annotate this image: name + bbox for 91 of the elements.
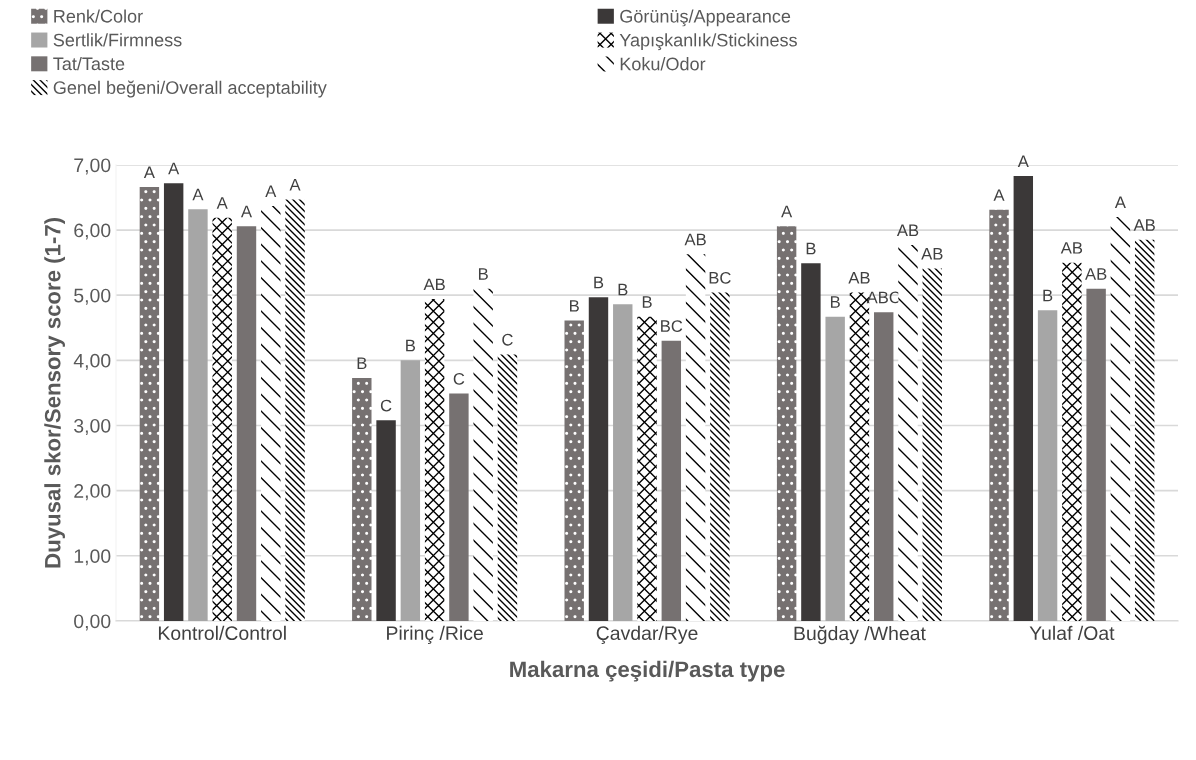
x-tick-label: Çavdar/Rye <box>596 625 698 644</box>
bar <box>497 354 518 621</box>
legend-label: Genel beğeni/Overall acceptability <box>53 80 327 98</box>
data-label: AB <box>896 224 919 237</box>
data-label: B <box>806 242 816 255</box>
bar <box>685 254 706 621</box>
data-label: B <box>1043 289 1053 302</box>
data-label: C <box>453 372 465 385</box>
bar <box>1037 310 1058 621</box>
legend-label: Renk/Color <box>54 9 143 23</box>
data-label: BC <box>661 320 683 332</box>
bar <box>898 245 918 621</box>
bar <box>376 420 396 621</box>
data-label: C <box>380 399 392 412</box>
y-tick-label: 7,00 <box>74 158 111 175</box>
bar <box>588 297 609 621</box>
data-label: B <box>594 276 604 289</box>
bar <box>1013 175 1034 621</box>
bar <box>261 205 281 621</box>
data-label: AB <box>423 278 445 291</box>
y-tick-label: 4,00 <box>73 353 111 370</box>
data-label: A <box>240 205 253 218</box>
bar <box>400 360 421 621</box>
bar <box>564 320 584 621</box>
bar <box>922 268 942 621</box>
bar <box>613 304 633 621</box>
data-label: A <box>1114 196 1126 209</box>
bar <box>139 187 160 621</box>
bar <box>473 288 493 621</box>
bar <box>163 183 184 621</box>
data-label: BC <box>709 271 731 284</box>
bar <box>449 393 469 621</box>
bar <box>1134 239 1155 621</box>
data-label: B <box>478 268 488 280</box>
legend-label: Görünüş/Appearance <box>620 9 791 27</box>
data-label: AB <box>684 233 706 246</box>
data-label: A <box>781 205 793 218</box>
data-label: C <box>502 333 513 346</box>
data-label: A <box>192 188 204 201</box>
data-label: A <box>168 162 180 175</box>
bar <box>352 377 372 621</box>
y-tick-label: 2,00 <box>74 484 111 501</box>
bar <box>637 316 657 621</box>
x-tick-label: Pirinç /Rice <box>387 625 483 644</box>
y-tick-label: 1,00 <box>74 549 111 566</box>
data-label: AB <box>848 272 870 284</box>
data-label: A <box>216 197 228 209</box>
legend-label: Koku/Odor <box>620 57 706 71</box>
x-axis-title: Makarna çeşidi/Pasta type <box>510 660 785 682</box>
y-tick-label: 3,00 <box>74 418 111 436</box>
bar <box>1110 217 1131 621</box>
data-label: ABC <box>866 291 901 304</box>
bar <box>661 340 682 621</box>
data-label: A <box>289 178 301 191</box>
bar <box>188 209 208 621</box>
data-label: AB <box>1060 242 1083 254</box>
bar <box>1086 288 1106 621</box>
bar <box>710 292 730 621</box>
bar <box>212 217 232 621</box>
y-tick-label: 6,00 <box>74 223 111 240</box>
data-label: AB <box>921 248 943 260</box>
x-tick-label: Buğday /Wheat <box>794 625 926 645</box>
x-tick-label: Kontrol/Control <box>158 625 286 641</box>
bar <box>1062 262 1082 621</box>
bar <box>874 312 894 621</box>
bar <box>236 226 257 621</box>
data-label: B <box>357 357 367 369</box>
data-label: A <box>1017 155 1029 167</box>
data-label: AB <box>1085 268 1107 280</box>
data-label: B <box>570 300 579 312</box>
bar <box>424 299 445 621</box>
bar <box>776 226 797 621</box>
data-label: B <box>406 339 416 352</box>
y-tick-label: 5,00 <box>74 288 111 305</box>
data-label: A <box>993 189 1005 201</box>
data-label: AB <box>1133 219 1155 231</box>
bar <box>825 316 845 621</box>
bar <box>801 263 821 621</box>
y-tick-label: 0,00 <box>74 614 111 631</box>
data-label: A <box>143 166 155 179</box>
bar <box>989 209 1009 621</box>
legend-label: Yapışkanlık/Stickiness <box>619 33 797 51</box>
legend-label: Sertlik/Firmness <box>53 33 182 47</box>
y-axis-title: Duyusal skor/Sensory score (1-7) <box>44 218 65 568</box>
data-label: A <box>265 185 277 197</box>
data-label: B <box>830 296 840 308</box>
legend-label: Tat/Taste <box>53 56 125 71</box>
data-label: B <box>642 296 652 308</box>
x-tick-label: Yulaf /Oat <box>1029 625 1115 641</box>
data-label: B <box>618 283 628 296</box>
bar <box>285 199 305 621</box>
